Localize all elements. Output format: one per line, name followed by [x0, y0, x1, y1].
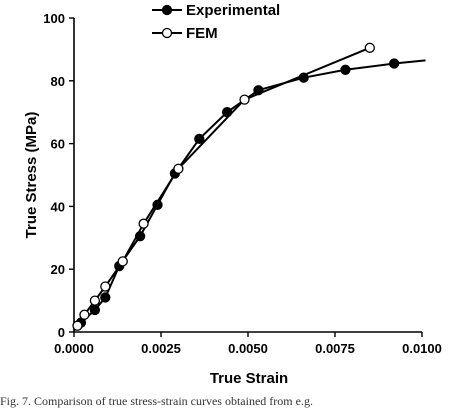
data-point-experimental: [100, 292, 111, 303]
data-point-fem: [79, 309, 90, 320]
data-point-experimental: [89, 304, 101, 316]
data-point-experimental: [389, 58, 400, 69]
series-layer: [72, 42, 426, 332]
data-point-fem: [89, 295, 101, 306]
legend: Experimental FEM: [152, 2, 280, 42]
y-tick-label: 100: [43, 11, 65, 26]
x-tick-label: 0.0050: [228, 341, 268, 356]
y-tick-label: 60: [51, 137, 65, 152]
x-ticks: 0.0000 0.0025 0.0050 0.0075 0.0100: [54, 332, 442, 356]
x-tick-label: 0.0075: [315, 341, 355, 356]
y-tick-label: 40: [51, 199, 65, 214]
legend-label-fem: FEM: [186, 25, 218, 42]
figure-caption: Fig. 7. Comparison of true stress-strain…: [0, 394, 313, 408]
legend-marker-fem: [161, 27, 173, 39]
data-point-experimental: [221, 107, 233, 118]
x-axis-title: True Strain: [210, 370, 288, 387]
y-tick-label: 0: [58, 325, 65, 340]
x-tick-label: 0.0100: [402, 341, 442, 356]
data-point-experimental: [253, 85, 264, 96]
data-point-fem: [239, 94, 250, 105]
y-tick-label: 20: [51, 262, 65, 277]
data-point-fem: [72, 320, 83, 331]
data-point-fem: [100, 281, 111, 292]
axes: [73, 18, 422, 333]
data-point-fem: [138, 218, 149, 229]
series-line-fem: [76, 46, 371, 327]
data-point-experimental: [134, 231, 146, 242]
series-line-experimental: [73, 59, 426, 332]
x-tick-label: 0.0000: [54, 341, 94, 356]
data-point-experimental: [152, 199, 163, 210]
data-point-experimental: [194, 133, 205, 145]
legend-marker-experimental: [161, 4, 173, 16]
legend-label-experimental: Experimental: [186, 2, 280, 19]
y-tick-label: 80: [51, 74, 65, 89]
data-point-experimental: [340, 64, 351, 75]
y-ticks: 0 20 40 60 80 100: [43, 11, 74, 340]
y-axis-title: True Stress (MPa): [23, 112, 40, 239]
data-point-experimental: [298, 72, 309, 83]
data-point-fem: [173, 163, 184, 174]
x-tick-label: 0.0025: [141, 341, 181, 356]
data-point-fem: [364, 42, 375, 53]
data-point-fem: [117, 256, 128, 267]
